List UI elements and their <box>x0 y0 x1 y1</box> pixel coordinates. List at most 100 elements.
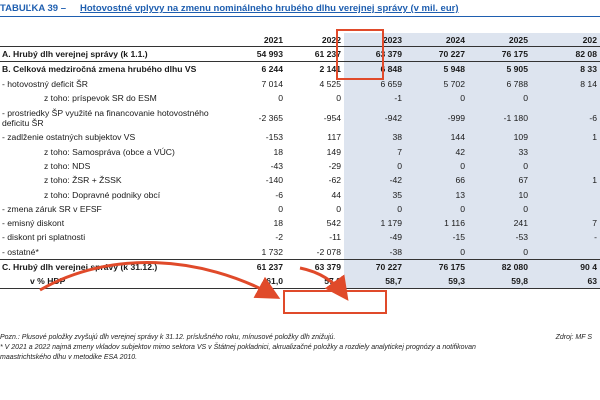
table-cell: -43 <box>270 160 283 171</box>
table-row: z toho: príspevok SR do ESM 0 0 -1 0 0 <box>0 90 600 106</box>
table-cell: 76 175 <box>468 46 531 63</box>
table-cell: 6 659 <box>344 76 405 91</box>
table-cell: 90 4 <box>531 258 600 275</box>
table-cell: 117 <box>327 132 341 143</box>
table-cell: 44 <box>331 189 341 200</box>
table-cell: 0 <box>405 201 468 216</box>
row-label: z toho: Dopravné podniky obcí <box>44 189 161 200</box>
table-row: - zadlženie ostatných subjektov VS -153 … <box>0 130 600 145</box>
table-cell: 542 <box>326 218 341 229</box>
row-label: - zadlženie ostatných subjektov VS <box>2 132 136 143</box>
row-label: z toho: ŽSR + ŽSSK <box>44 175 122 186</box>
arrow-curve-right <box>299 266 349 301</box>
table-cell: -15 <box>405 230 468 245</box>
table-cell <box>531 144 600 159</box>
table-cell: -49 <box>344 230 405 245</box>
table-cell: 0 <box>344 201 405 216</box>
table-cell: -2 365 <box>258 112 283 123</box>
table-cell: 1 116 <box>405 215 468 231</box>
table-cell: -42 <box>344 173 405 188</box>
table-cell: 10 <box>468 187 531 202</box>
table-cell: 58,7 <box>344 274 405 290</box>
table-cell: 6 788 <box>468 76 531 91</box>
table-cell <box>531 244 600 260</box>
table-row: z toho: Dopravné podniky obcí -6 44 35 1… <box>0 187 600 202</box>
table-cell <box>531 90 600 106</box>
table-cell: -153 <box>265 132 283 143</box>
table-cell: -53 <box>468 230 531 245</box>
row-label: - zmena záruk SR v EFSF <box>2 203 102 214</box>
table-cell: -954 <box>323 112 341 123</box>
table-cell: -11 <box>329 232 341 243</box>
row-label: z toho: NDS <box>44 160 91 171</box>
table-cell <box>531 158 600 174</box>
table-cell: 0 <box>278 93 283 104</box>
row-label: - prostriedky ŠP využité na financovanie… <box>2 107 209 128</box>
year-2022: 2022 <box>286 33 344 47</box>
table-row: B. Celková medziročná zmena hrubého dlhu… <box>0 61 600 77</box>
table-row: - prostriedky ŠP využité na financovanie… <box>0 105 600 131</box>
table-cell: -2 078 <box>316 246 341 257</box>
table-cell: 66 <box>405 173 468 188</box>
table-cell: 61 237 <box>227 258 286 275</box>
highlight-box-2022-header <box>336 29 384 80</box>
table-cell: 5 905 <box>468 61 531 77</box>
table-cell: 7 <box>531 215 600 231</box>
table-cell: 0 <box>468 90 531 106</box>
table-cell: 18 <box>273 218 283 229</box>
table-cell: 5 702 <box>405 76 468 91</box>
table-cell: 8 14 <box>531 76 600 91</box>
year-2025: 2025 <box>468 33 531 47</box>
table-cell: 0 <box>405 90 468 106</box>
row-label: z toho: príspevok SR do ESM <box>44 93 157 104</box>
table-cell: 18 <box>273 146 283 157</box>
note-line-2: * V 2021 a 2022 najmä zmeny vkladov subj… <box>0 344 476 351</box>
table-row: z toho: NDS -43 -29 0 0 0 <box>0 158 600 174</box>
row-label: v % HDP <box>0 274 227 290</box>
table-cell: 0 <box>405 158 468 174</box>
row-label: A. Hrubý dlh verejnej správy (k 1.1.) <box>0 46 227 63</box>
table-cell: 0 <box>344 158 405 174</box>
table-cell: 1 <box>531 130 600 145</box>
row-label: - diskont pri splatnosti <box>2 232 86 243</box>
table-cell: 61 237 <box>286 46 344 63</box>
table-cell: 2 141 <box>319 64 341 75</box>
table-cell: -6 <box>275 189 283 200</box>
table-cell: 59,8 <box>468 274 531 290</box>
table-cell: 7 <box>344 144 405 159</box>
table-cell: 35 <box>344 187 405 202</box>
table-cell: -6 <box>531 105 600 131</box>
table-cell: -1 180 <box>468 105 531 131</box>
table-number: TABUĽKA 39 – <box>0 3 66 14</box>
table-cell: 70 227 <box>405 46 468 63</box>
table-cell: 109 <box>468 130 531 145</box>
table-cell: 0 <box>468 158 531 174</box>
table-cell: 0 <box>336 203 341 214</box>
note-line-1: Pozn.: Plusové položky zvyšujú dlh verej… <box>0 334 336 341</box>
table-cell: -29 <box>328 160 341 171</box>
table-cell: 42 <box>405 144 468 159</box>
table-cell: -2 <box>275 232 283 243</box>
table-row: A. Hrubý dlh verejnej správy (k 1.1.) 54… <box>0 46 600 63</box>
table-cell: 6 244 <box>261 64 283 75</box>
table-cell: 1 179 <box>344 215 405 231</box>
table-cell: 241 <box>468 215 531 231</box>
row-label: - ostatné* <box>2 246 39 257</box>
year-2021: 2021 <box>227 33 286 47</box>
table-row: - hotovostný deficit ŠR 7 014 4 525 6 65… <box>0 76 600 91</box>
table-cell: 0 <box>468 201 531 216</box>
table-cell: -62 <box>328 175 341 186</box>
row-label: - hotovostný deficit ŠR <box>2 78 88 89</box>
table-cell: 6 848 <box>344 61 405 77</box>
table-cell: 63 379 <box>344 46 405 63</box>
table-cell: 13 <box>405 187 468 202</box>
arrow-curve-left <box>39 260 281 299</box>
table-cell: 63 <box>531 274 600 290</box>
row-label: - emisný diskont <box>2 218 65 229</box>
table-row: v % HDP 61,0 57,8 58,7 59,3 59,8 63 <box>0 274 600 290</box>
table-row: - diskont pri splatnosti -2 -11 -49 -15 … <box>0 230 600 245</box>
row-label: B. Celková medziročná zmena hrubého dlhu… <box>2 64 197 75</box>
table-cell: 82 080 <box>468 258 531 275</box>
table-title: TABUĽKA 39 – Hotovostné vplyvy na zmenu … <box>0 0 600 17</box>
table-cell: 149 <box>326 146 341 157</box>
